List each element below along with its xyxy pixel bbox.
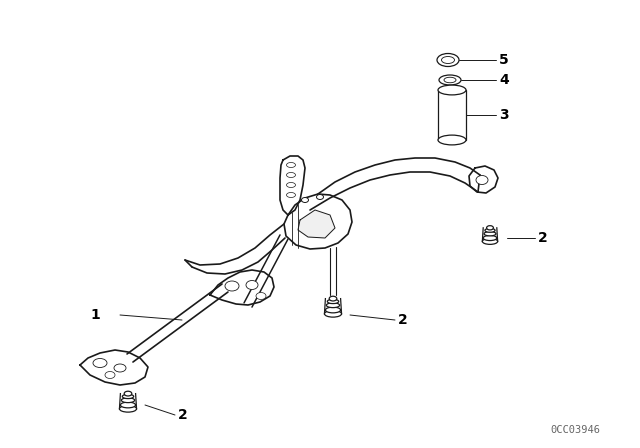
Text: 1: 1 (90, 308, 100, 322)
Ellipse shape (287, 163, 296, 168)
Text: 2: 2 (398, 313, 408, 327)
Ellipse shape (256, 293, 266, 300)
Ellipse shape (483, 238, 498, 244)
Ellipse shape (287, 193, 296, 198)
Ellipse shape (114, 364, 126, 372)
Ellipse shape (225, 281, 239, 291)
Ellipse shape (287, 182, 296, 188)
Ellipse shape (484, 232, 496, 236)
Ellipse shape (324, 310, 342, 317)
Ellipse shape (327, 299, 339, 304)
Polygon shape (280, 156, 305, 215)
Ellipse shape (105, 371, 115, 379)
Text: 3: 3 (499, 108, 509, 122)
Ellipse shape (329, 296, 337, 301)
Ellipse shape (483, 236, 497, 241)
Ellipse shape (246, 280, 258, 289)
Text: 5: 5 (499, 53, 509, 67)
Ellipse shape (442, 56, 454, 64)
Ellipse shape (301, 198, 308, 202)
Ellipse shape (93, 358, 107, 367)
Polygon shape (298, 210, 335, 238)
Ellipse shape (120, 405, 136, 412)
Ellipse shape (476, 176, 488, 185)
Ellipse shape (438, 135, 466, 145)
Polygon shape (284, 194, 352, 249)
Ellipse shape (124, 391, 132, 396)
Ellipse shape (439, 75, 461, 85)
Ellipse shape (287, 172, 296, 177)
Ellipse shape (120, 402, 136, 408)
Ellipse shape (325, 307, 340, 313)
Text: 4: 4 (499, 73, 509, 87)
Polygon shape (469, 166, 498, 193)
Polygon shape (80, 350, 148, 385)
Text: 0CC03946: 0CC03946 (550, 425, 600, 435)
Text: 2: 2 (178, 408, 188, 422)
Ellipse shape (122, 394, 134, 399)
Ellipse shape (437, 53, 459, 66)
Ellipse shape (485, 228, 495, 232)
Ellipse shape (444, 77, 456, 83)
Text: 2: 2 (538, 231, 548, 245)
Ellipse shape (486, 226, 493, 230)
Ellipse shape (326, 303, 340, 308)
Ellipse shape (317, 194, 323, 199)
Polygon shape (210, 270, 274, 305)
Ellipse shape (122, 398, 134, 403)
Bar (438, 90, 466, 140)
Ellipse shape (438, 85, 466, 95)
